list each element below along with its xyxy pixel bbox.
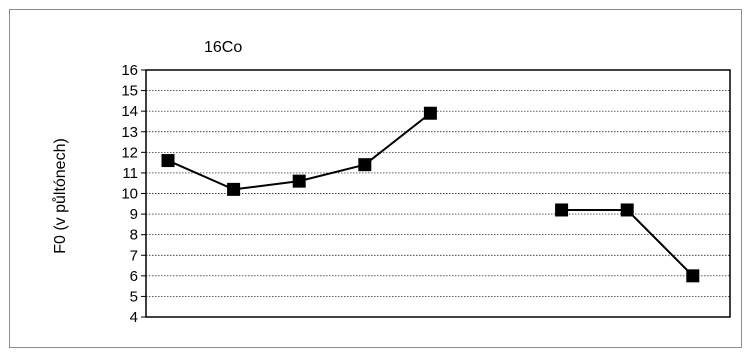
y-tick-label: 14 (121, 103, 138, 120)
y-tick-label: 9 (130, 206, 138, 223)
data-point-marker (423, 106, 437, 120)
y-tick-label: 4 (130, 309, 138, 326)
y-tick-label: 12 (121, 144, 138, 161)
y-tick-label: 10 (121, 186, 138, 203)
y-tick-label: 7 (130, 247, 138, 264)
y-tick-label: 11 (122, 165, 138, 182)
data-point-marker (358, 158, 372, 172)
y-tick-label: 16 (121, 62, 138, 79)
series-markers (161, 106, 700, 283)
data-point-marker (620, 203, 634, 217)
y-tick-label: 13 (121, 124, 138, 141)
data-point-marker (292, 174, 306, 188)
y-tick-label: 6 (130, 268, 138, 285)
data-point-marker (555, 203, 569, 217)
y-tick-labels: 4 5 6 7 8 9 10 11 12 13 14 15 16 (121, 62, 146, 326)
chart-title: 16Co (204, 39, 242, 56)
y-axis-label: F0 (v půltónech) (51, 138, 69, 254)
data-point-marker (686, 269, 700, 283)
data-point-marker (161, 154, 175, 168)
y-tick-label: 5 (130, 288, 138, 305)
y-tick-label: 8 (130, 227, 138, 244)
data-point-marker (227, 182, 241, 196)
y-tick-label: 15 (121, 83, 138, 100)
